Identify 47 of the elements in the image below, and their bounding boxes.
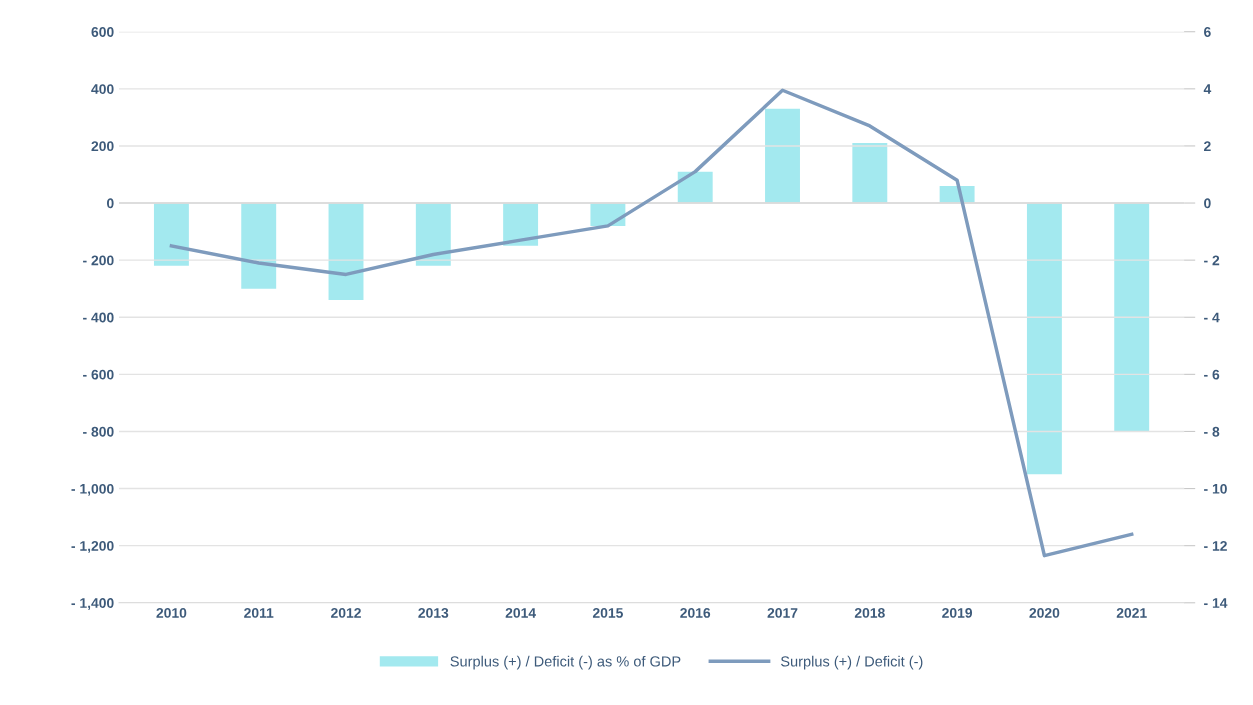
bar [1114,203,1150,432]
y2-tick-label: 4 [1203,84,1212,94]
x-tick-label: 2010 [156,608,187,618]
x-tick-label: 2015 [592,608,623,618]
x-tick-label: 2019 [942,608,973,618]
y-tick-label: 200 [91,141,114,152]
legend-label: Surplus (+) / Deficit (-) as % of GDP [450,655,681,670]
bar [852,143,888,204]
y-tick-label: - 400 [83,312,114,323]
y2-tick-label: - 6 [1204,369,1220,380]
y2-tick-label: - 8 [1204,426,1220,437]
x-tick-label: 2014 [505,608,536,618]
y2-tick-label: - 2 [1204,255,1220,266]
y2-tick-label: 2 [1204,141,1211,151]
line-series [169,88,1134,558]
y2-tick-label: 0 [1204,198,1211,209]
bar [677,171,713,204]
y-tick-label: 0 [107,198,114,209]
bar [503,203,539,246]
y2-tick-label: - 12 [1204,541,1227,551]
y2-tick-label: 6 [1204,27,1211,37]
y-tick-label: 600 [91,27,114,37]
x-tick-label: 2018 [854,608,885,618]
y-tick-label: - 800 [83,426,114,437]
legend-label: Surplus (+) / Deficit (-) [780,655,923,670]
y2-tick-label: - 4 [1204,312,1220,323]
y-tick-label: - 200 [83,255,114,266]
bar [328,203,364,301]
y-tick-label: - 1,200 [71,541,114,553]
bar [1026,203,1062,475]
bar [241,203,277,289]
x-tick-label: 2012 [331,608,361,618]
bar [415,203,451,266]
x-tick-label: 2016 [680,608,711,618]
bar [153,203,189,266]
x-tick-label: 2011 [244,608,274,618]
y-tick-label: 400 [91,84,114,94]
x-tick-label: 2013 [418,608,449,618]
bar [765,108,800,204]
y2-tick-label: - 10 [1204,483,1227,494]
y-tick-label: - 1,400 [71,598,114,610]
y-tick-label: - 600 [83,369,114,380]
x-tick-label: 2020 [1029,608,1060,618]
x-tick-label: 2017 [767,608,798,618]
y2-tick-label: - 14 [1204,598,1228,608]
y-tick-label: - 1,000 [71,483,114,496]
x-tick-label: 2021 [1116,608,1147,618]
